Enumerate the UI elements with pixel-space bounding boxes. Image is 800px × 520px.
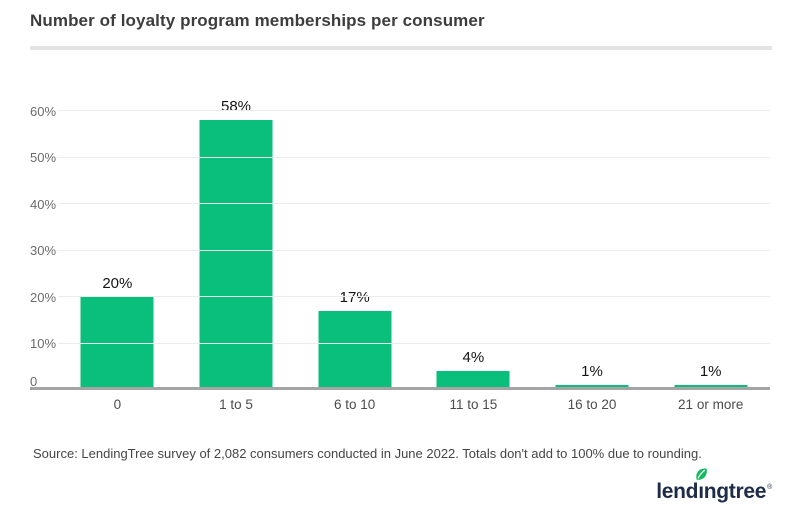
- registered-mark: ®: [767, 484, 772, 491]
- bar-value-label: 1%: [581, 363, 603, 381]
- x-tick-label: 11 to 15: [449, 397, 498, 412]
- leaf-icon: [696, 468, 708, 480]
- gridline: [58, 156, 770, 158]
- x-labels-row: 0 1 to 5 6 to 10 11 to 15 16 to 20 21 or more: [58, 397, 770, 412]
- chart-title: Number of loyalty program memberships pe…: [30, 11, 485, 30]
- y-tick-label: 40%: [30, 196, 57, 212]
- gridline: [58, 342, 770, 344]
- x-tick-label: 1 to 5: [219, 397, 253, 412]
- bar-value-label: 17%: [339, 288, 370, 306]
- logo-i-char: ı: [698, 480, 704, 503]
- x-tick-label: 16 to 20: [567, 397, 617, 412]
- x-tick-label: 6 to 10: [334, 397, 376, 412]
- logo-i: ı: [696, 468, 708, 504]
- bar-slot: 4%: [414, 95, 533, 390]
- gridline: [58, 110, 770, 111]
- gridline: [58, 296, 770, 297]
- bar-value-label: 58%: [220, 98, 252, 116]
- bar-slot: 58%: [177, 95, 296, 390]
- plot-area: 20% 58% 17% 4% 1% 1%: [58, 95, 770, 390]
- gridline: [58, 203, 770, 204]
- x-tick-label: 0: [113, 397, 122, 412]
- bar-slot: 1%: [651, 95, 770, 390]
- bar-value-label: 4%: [462, 349, 485, 367]
- bar: [80, 297, 154, 390]
- lendingtree-logo: lend ı ngtree ®: [656, 468, 772, 504]
- y-tick-label: 10%: [30, 336, 57, 351]
- gridline: [58, 249, 770, 251]
- y-tick-label: 60%: [30, 103, 57, 119]
- bars-row: 20% 58% 17% 4% 1% 1%: [58, 95, 770, 390]
- bar: [318, 310, 392, 390]
- y-tick-label: 50%: [30, 150, 57, 165]
- y-tick-label: 0: [30, 373, 38, 389]
- logo-text-before-i: lend: [656, 480, 699, 503]
- bar-value-label: 1%: [699, 363, 722, 381]
- x-tick-label: 21 or more: [678, 397, 744, 412]
- y-tick-label: 20%: [30, 289, 57, 305]
- bar-value-label: 20%: [102, 275, 133, 292]
- bar-slot: 1%: [533, 95, 652, 390]
- title-divider: [30, 46, 772, 50]
- bar: [199, 120, 273, 390]
- bar: [436, 371, 510, 390]
- x-axis-line: [30, 387, 770, 390]
- bar-slot: 17%: [295, 95, 414, 390]
- bar-slot: 20%: [58, 95, 177, 390]
- y-tick-label: 30%: [30, 243, 57, 258]
- source-note: Source: LendingTree survey of 2,082 cons…: [33, 446, 702, 461]
- logo-text-after-i: ngtree: [703, 480, 767, 503]
